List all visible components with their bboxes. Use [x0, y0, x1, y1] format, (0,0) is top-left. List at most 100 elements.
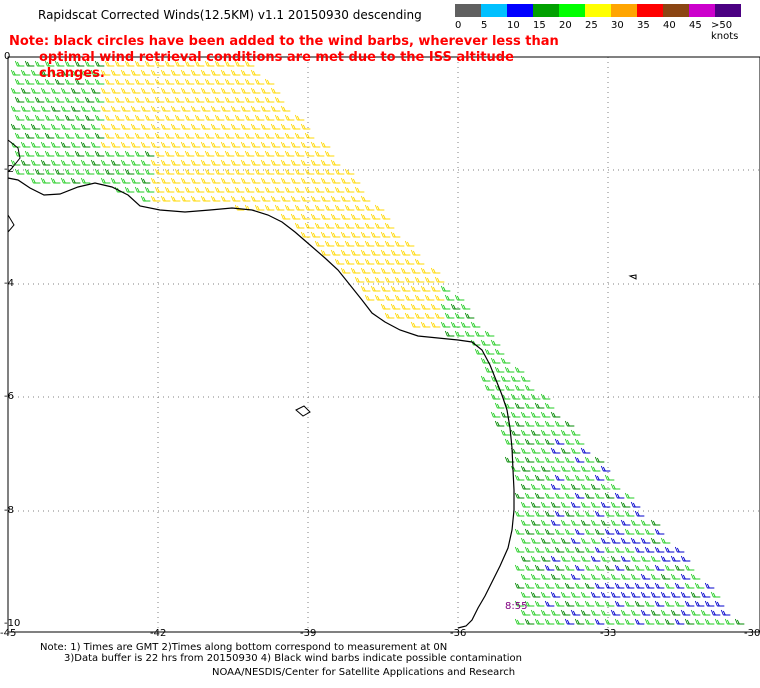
wind-barb — [94, 114, 105, 121]
wind-barb — [520, 411, 531, 418]
wind-barb — [374, 294, 385, 301]
wind-barb — [640, 573, 651, 580]
wind-barb — [454, 330, 465, 337]
wind-barb — [390, 303, 401, 310]
wind-barb — [544, 510, 555, 517]
wind-barb — [290, 123, 301, 130]
wind-barb — [284, 114, 295, 121]
wind-barb — [624, 582, 635, 589]
wind-barb — [204, 96, 215, 103]
wind-barb — [124, 78, 135, 85]
wind-barb — [170, 141, 181, 148]
wind-barb — [414, 294, 425, 301]
wind-barb — [120, 87, 131, 94]
wind-barb — [560, 483, 571, 490]
wind-barb — [694, 618, 705, 625]
wind-barb — [424, 294, 435, 301]
wind-barb — [234, 150, 245, 157]
wind-barb — [400, 267, 411, 274]
wind-barb — [320, 231, 331, 238]
wind-barb — [124, 114, 135, 121]
wind-barb — [314, 222, 325, 229]
wind-barb — [144, 132, 155, 139]
legend-swatch — [611, 4, 637, 17]
wind-barb — [60, 141, 71, 148]
legend-swatch — [507, 4, 533, 17]
wind-barb — [234, 78, 245, 85]
wind-barb — [514, 528, 525, 535]
wind-barb — [624, 510, 635, 517]
wind-barb — [674, 600, 685, 607]
wind-barb — [130, 69, 141, 76]
wind-barb — [184, 150, 195, 157]
wind-barb — [10, 105, 21, 112]
wind-barb — [140, 123, 151, 130]
wind-barb — [600, 609, 611, 616]
wind-barb — [264, 186, 275, 193]
wind-barb — [664, 582, 675, 589]
wind-barb — [344, 240, 355, 247]
wind-barb — [414, 258, 425, 265]
wind-barb — [150, 195, 161, 202]
wind-barb — [580, 591, 591, 598]
wind-barb — [650, 519, 661, 526]
wind-barb — [490, 393, 501, 400]
wind-barb — [64, 114, 75, 121]
wind-barb — [200, 87, 211, 94]
wind-barb — [90, 159, 101, 166]
wind-barb — [144, 78, 155, 85]
wind-barb — [694, 600, 705, 607]
wind-barb — [590, 465, 601, 472]
wind-barb — [600, 573, 611, 580]
wind-barb — [274, 132, 285, 139]
wind-barb — [414, 276, 425, 283]
wind-barb — [504, 402, 515, 409]
wind-barb — [130, 159, 141, 166]
wind-barb — [180, 105, 191, 112]
wind-barb — [364, 258, 375, 265]
wind-barb — [420, 267, 431, 274]
wind-barb — [630, 519, 641, 526]
wind-barb — [534, 618, 545, 625]
wind-barb — [154, 132, 165, 139]
wind-barb — [624, 528, 635, 535]
wind-barb — [614, 510, 625, 517]
wind-barb — [300, 159, 311, 166]
wind-barb — [654, 528, 665, 535]
wind-barb — [244, 78, 255, 85]
wind-barb — [120, 159, 131, 166]
wind-barb — [40, 105, 51, 112]
wind-barb — [600, 591, 611, 598]
wind-barb — [400, 285, 411, 292]
wind-barb — [54, 150, 65, 157]
wind-barb — [270, 123, 281, 130]
wind-barb — [640, 609, 651, 616]
wind-barb — [104, 96, 115, 103]
coastline — [7, 139, 637, 629]
wind-barb — [300, 213, 311, 220]
wind-barb — [564, 420, 575, 427]
wind-barb — [314, 150, 325, 157]
wind-barb — [620, 501, 631, 508]
wind-barb — [60, 87, 71, 94]
wind-barb — [684, 600, 695, 607]
legend-label: >50 knots — [711, 20, 739, 42]
wind-barb — [524, 474, 535, 481]
wind-barb — [334, 258, 345, 265]
wind-barb — [284, 150, 295, 157]
wind-barb — [304, 168, 315, 175]
wind-barb — [234, 204, 245, 211]
wind-barb — [634, 510, 645, 517]
wind-barb — [254, 186, 265, 193]
wind-barb — [514, 582, 525, 589]
wind-barb — [314, 186, 325, 193]
wind-barb — [650, 537, 661, 544]
wind-barb — [610, 591, 621, 598]
wind-barb — [310, 231, 321, 238]
wind-barb — [200, 123, 211, 130]
wind-barb — [494, 366, 505, 373]
wind-barb — [340, 267, 351, 274]
wind-barb — [494, 402, 505, 409]
wind-barb — [354, 258, 365, 265]
wind-barb — [544, 546, 555, 553]
